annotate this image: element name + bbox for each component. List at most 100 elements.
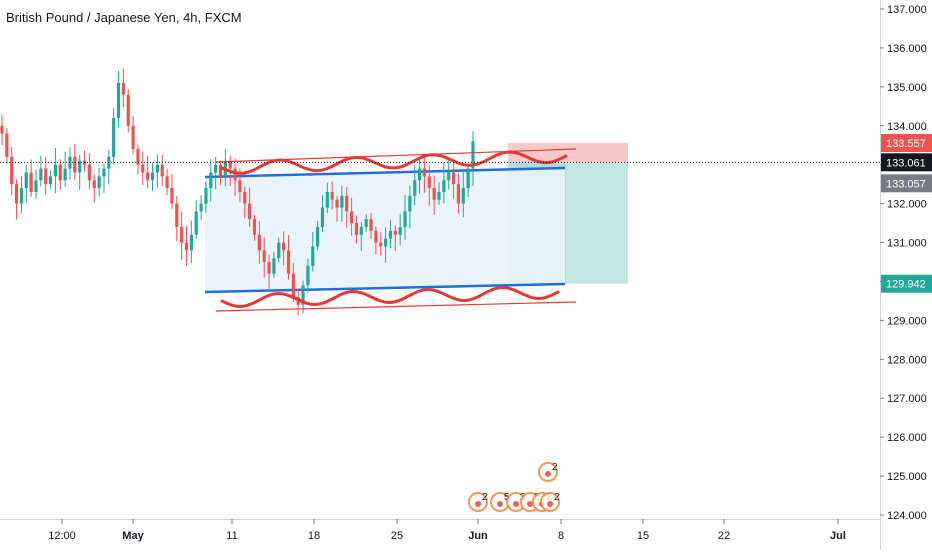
event-marker-count: 2 <box>482 492 488 503</box>
candle-body <box>451 172 456 185</box>
candle-body <box>150 172 155 181</box>
candle-body <box>262 250 266 262</box>
event-marker-dot <box>513 501 519 507</box>
wave-drawings[interactable] <box>215 148 577 312</box>
candle-body <box>112 117 116 157</box>
candle-body <box>141 164 145 173</box>
candle-body <box>248 203 252 220</box>
candle-body <box>461 188 465 204</box>
candle-body <box>364 219 368 227</box>
candle-body <box>136 149 140 165</box>
candle-body <box>350 211 354 224</box>
event-marker-dot <box>527 501 533 507</box>
candle-body <box>87 164 92 181</box>
price-badge-red <box>881 134 932 153</box>
candle-body <box>306 265 310 286</box>
price-tick-label: 131.000 <box>887 238 927 250</box>
candle-body <box>214 164 218 173</box>
candle-body <box>311 246 315 266</box>
price-badge-label: 133.057 <box>886 178 926 190</box>
candle-body <box>175 203 179 227</box>
candle-body <box>78 160 82 173</box>
price-tick-label: 127.000 <box>887 393 927 405</box>
candle-body <box>39 168 43 181</box>
price-badge-black <box>881 153 932 172</box>
candle-body <box>194 211 198 235</box>
red-support-line <box>215 301 577 312</box>
candle-body <box>14 184 19 204</box>
candle-body <box>199 203 203 212</box>
candle-body <box>73 156 77 173</box>
channel-upper-line <box>204 166 566 179</box>
price-badge-green <box>881 274 932 293</box>
price-axis[interactable]: 137.000136.000135.000134.000133.000132.0… <box>880 4 927 522</box>
candle-body <box>316 226 320 247</box>
candle-body <box>330 191 334 200</box>
candle-body <box>155 164 159 173</box>
channel-lower-line <box>204 282 566 294</box>
price-tick-label: 134.000 <box>887 121 927 133</box>
price-tick-label: 128.000 <box>887 354 927 366</box>
candle-body <box>345 195 349 212</box>
candle-body <box>257 234 261 251</box>
candle-body <box>374 230 378 243</box>
candle-body <box>408 195 412 212</box>
candle-body <box>243 191 247 204</box>
candle-body <box>466 168 470 189</box>
event-marker-dot <box>545 471 551 477</box>
candle-body <box>335 199 339 208</box>
candle-body <box>97 176 101 189</box>
candle-body <box>24 172 28 189</box>
price-tick-label: 124.000 <box>887 510 927 522</box>
candle-body <box>442 180 446 192</box>
candle-body <box>354 223 359 235</box>
candle-body <box>427 176 431 189</box>
price-badge-label: 133.061 <box>886 157 926 169</box>
channel-drawing[interactable] <box>204 166 566 294</box>
candle-body <box>403 211 407 227</box>
price-tick-label: 135.000 <box>887 82 927 94</box>
candle-body <box>471 141 475 169</box>
price-tick-label: 137.000 <box>887 4 927 16</box>
candle-body <box>121 82 125 95</box>
candle-body <box>383 238 388 247</box>
candle-body <box>5 133 9 157</box>
candle-body <box>432 188 436 200</box>
candle-body <box>34 180 38 192</box>
time-tick-label: May <box>122 530 144 542</box>
candle-body <box>48 176 53 185</box>
candle-body <box>301 285 305 305</box>
candle-body <box>422 168 427 177</box>
candle-body <box>291 273 295 298</box>
price-badge-gray <box>881 174 932 193</box>
price-tick-label: 136.000 <box>887 43 927 55</box>
candle-body <box>286 250 291 274</box>
time-tick-label: Jun <box>468 530 488 542</box>
candle-body <box>116 82 121 118</box>
candle-body <box>184 242 189 251</box>
candle-body <box>233 168 237 181</box>
time-axis[interactable]: 12:00 May 11 18 25 Jun 8 15 22 Jul <box>48 519 846 542</box>
candle-body <box>252 219 257 235</box>
stop-loss-zone <box>508 143 628 163</box>
price-tick-label: 132.000 <box>887 199 927 211</box>
candle-body <box>379 242 383 247</box>
candle-body <box>272 258 276 274</box>
candle-body <box>165 176 169 189</box>
candle-body <box>180 226 184 243</box>
candle-body <box>189 234 193 251</box>
event-marker-count: 2 <box>552 462 558 473</box>
candle-body <box>369 219 373 231</box>
candle-body <box>92 180 96 189</box>
economic-events[interactable]: 2533122 <box>468 462 560 512</box>
candle-body <box>238 180 242 192</box>
candle-body <box>58 164 62 181</box>
candle-body <box>393 230 397 235</box>
candle-body <box>417 168 422 181</box>
candle-body <box>29 172 33 192</box>
candle-body <box>170 188 174 204</box>
candle-body <box>53 164 58 177</box>
channel-fill <box>205 168 565 292</box>
